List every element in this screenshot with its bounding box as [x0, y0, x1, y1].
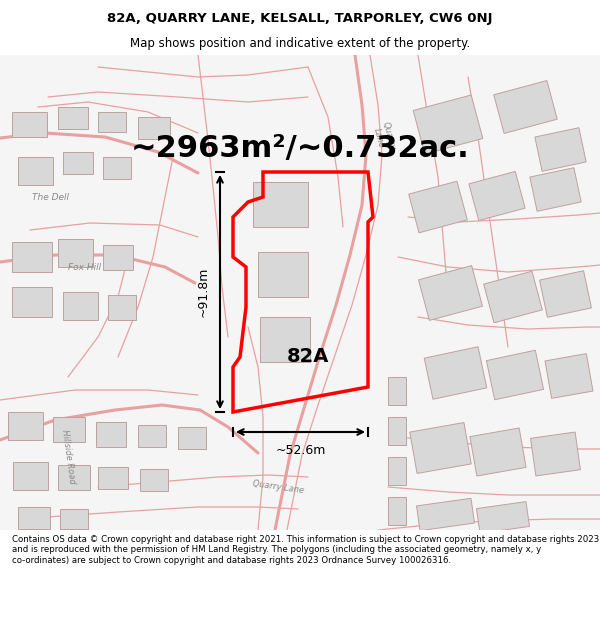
Bar — [253, 182, 308, 227]
Bar — [8, 412, 43, 440]
Bar — [388, 457, 406, 485]
Bar — [108, 295, 136, 320]
Polygon shape — [409, 181, 467, 232]
Polygon shape — [494, 81, 557, 133]
Bar — [103, 157, 131, 179]
Text: Contains OS data © Crown copyright and database right 2021. This information is : Contains OS data © Crown copyright and d… — [12, 535, 599, 564]
Bar — [388, 377, 406, 405]
Polygon shape — [530, 168, 581, 211]
Text: Quarry
Lane: Quarry Lane — [371, 121, 397, 154]
Bar — [58, 465, 90, 490]
Bar — [258, 252, 308, 297]
Text: Map shows position and indicative extent of the property.: Map shows position and indicative extent… — [130, 38, 470, 51]
Polygon shape — [410, 422, 471, 474]
Bar — [18, 507, 50, 529]
Text: 82A, QUARRY LANE, KELSALL, TARPORLEY, CW6 0NJ: 82A, QUARRY LANE, KELSALL, TARPORLEY, CW… — [107, 12, 493, 25]
Polygon shape — [539, 271, 592, 318]
Polygon shape — [484, 271, 542, 322]
Bar — [12, 112, 47, 137]
Bar — [63, 152, 93, 174]
Polygon shape — [545, 354, 593, 398]
Text: ~2963m²/~0.732ac.: ~2963m²/~0.732ac. — [131, 134, 469, 164]
Polygon shape — [469, 171, 525, 221]
Text: ~52.6m: ~52.6m — [275, 444, 326, 457]
Bar — [388, 417, 406, 445]
Bar — [96, 422, 126, 447]
Bar — [178, 427, 206, 449]
Text: ~91.8m: ~91.8m — [197, 267, 210, 317]
Text: Fox Hill: Fox Hill — [68, 262, 101, 271]
Bar — [12, 287, 52, 317]
Text: Hillside Road: Hillside Road — [60, 429, 76, 485]
Text: Quarry Lane: Quarry Lane — [252, 479, 304, 495]
Bar — [13, 462, 48, 490]
Polygon shape — [535, 127, 586, 171]
Bar — [18, 157, 53, 185]
Text: 82A: 82A — [287, 348, 329, 366]
Bar — [98, 467, 128, 489]
Bar — [58, 239, 93, 267]
Bar — [388, 497, 406, 525]
Polygon shape — [470, 428, 526, 476]
Bar — [138, 425, 166, 447]
Polygon shape — [424, 347, 487, 399]
Text: The Dell: The Dell — [32, 192, 69, 201]
Bar — [58, 107, 88, 129]
Bar — [63, 292, 98, 320]
Bar — [260, 317, 310, 362]
Bar — [138, 117, 170, 139]
Bar — [140, 469, 168, 491]
Bar — [12, 242, 52, 272]
Polygon shape — [487, 350, 544, 400]
Bar — [60, 509, 88, 529]
Bar — [98, 112, 126, 132]
Bar — [53, 417, 85, 442]
Polygon shape — [530, 432, 580, 476]
Polygon shape — [419, 266, 482, 321]
Polygon shape — [416, 498, 475, 531]
Bar — [103, 245, 133, 270]
Polygon shape — [413, 95, 483, 154]
Polygon shape — [476, 502, 529, 533]
